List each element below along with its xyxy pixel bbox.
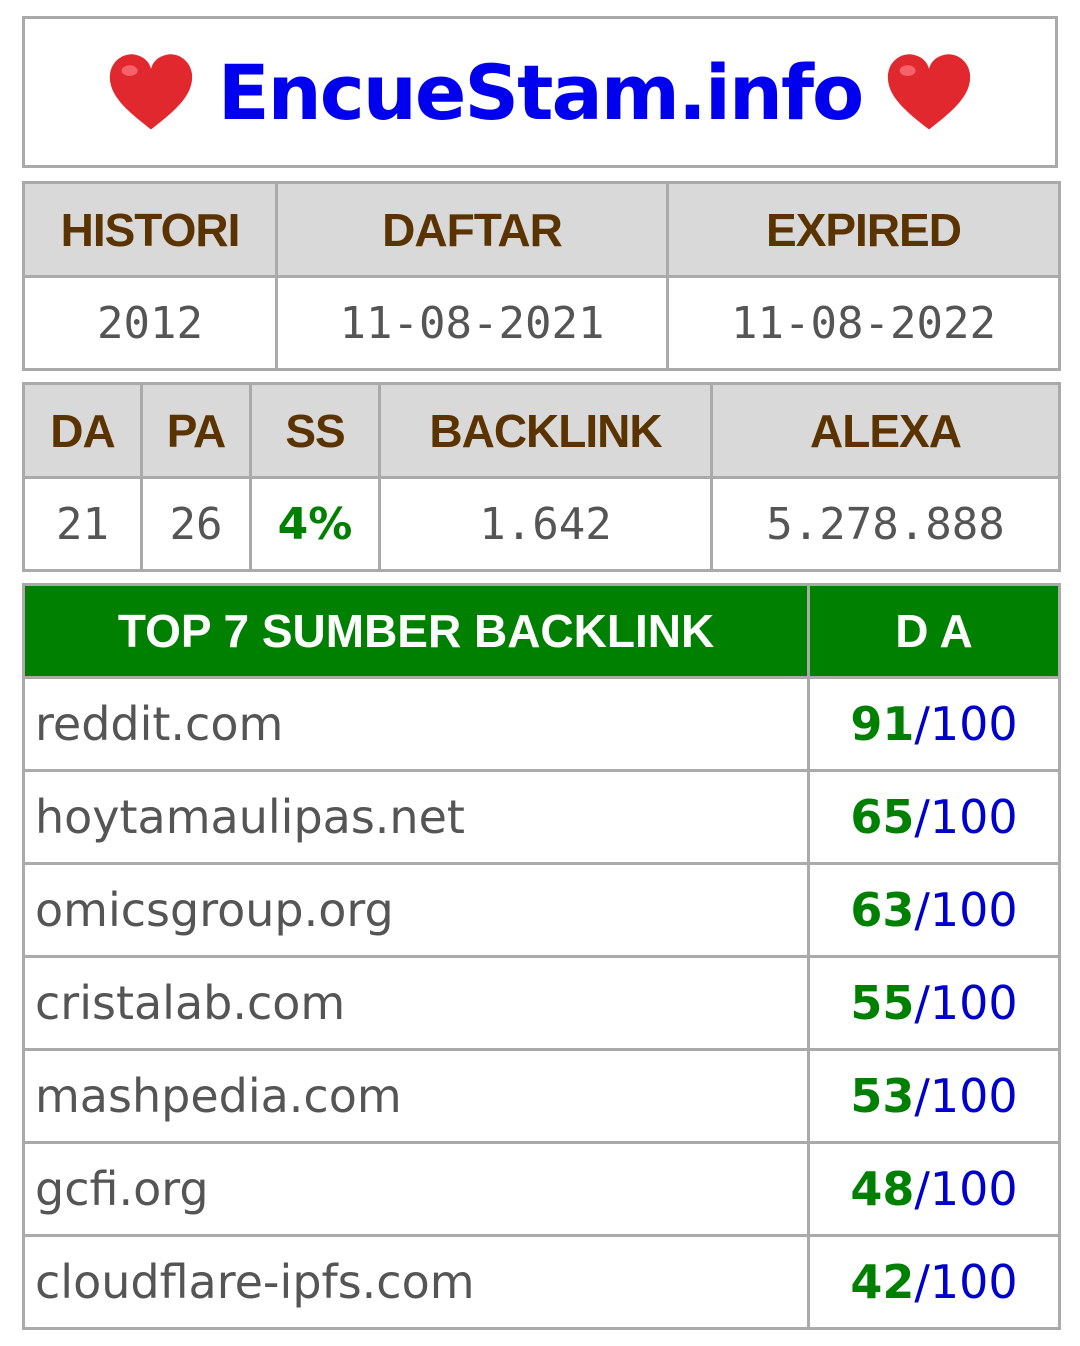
backlink-da: 65/100	[807, 769, 1061, 865]
domain-info-table: HISTORI DAFTAR EXPIRED 2012 11-08-2021 1…	[22, 181, 1061, 371]
da-max: 100	[929, 1069, 1018, 1123]
da-separator: /	[914, 1069, 930, 1123]
daftar-header: DAFTAR	[275, 181, 669, 278]
backlink-da: 53/100	[807, 1048, 1061, 1144]
domain-info-value-row: 2012 11-08-2021 11-08-2022	[22, 275, 1061, 371]
da-separator: /	[914, 883, 930, 937]
table-row: gcfi.org 48/100	[22, 1141, 1061, 1237]
backlink-da: 48/100	[807, 1141, 1061, 1237]
backlink-da: 55/100	[807, 955, 1061, 1051]
da-score: 55	[850, 976, 915, 1030]
histori-value: 2012	[22, 275, 278, 371]
backlink-da: 63/100	[807, 862, 1061, 958]
histori-header: HISTORI	[22, 181, 278, 278]
metrics-table: DA PA SS BACKLINK ALEXA 21 26 4% 1.642 5…	[22, 382, 1061, 572]
table-row: hoytamaulipas.net 65/100	[22, 769, 1061, 865]
da-max: 100	[929, 976, 1018, 1030]
heart-icon	[888, 54, 971, 130]
ss-header: SS	[249, 382, 381, 479]
alexa-value: 5.278.888	[710, 476, 1061, 572]
backlink-domain[interactable]: gcfi.org	[22, 1141, 810, 1237]
da-header: DA	[22, 382, 143, 479]
site-title[interactable]: EncueStam.info	[217, 47, 865, 137]
backlink-sources-table: TOP 7 SUMBER BACKLINK D A reddit.com 91/…	[22, 583, 1061, 1330]
da-score: 53	[850, 1069, 915, 1123]
pa-value: 26	[140, 476, 252, 572]
backlink-da: 42/100	[807, 1234, 1061, 1330]
expired-header: EXPIRED	[666, 181, 1061, 278]
da-max: 100	[929, 883, 1018, 937]
backlink-header: BACKLINK	[378, 382, 713, 479]
table-row: reddit.com 91/100	[22, 676, 1061, 772]
backlink-domain[interactable]: omicsgroup.org	[22, 862, 810, 958]
domain-info-header-row: HISTORI DAFTAR EXPIRED	[22, 181, 1061, 278]
table-row: cristalab.com 55/100	[22, 955, 1061, 1051]
da-score: 48	[850, 1162, 915, 1216]
ss-value: 4%	[249, 476, 381, 572]
table-row: mashpedia.com 53/100	[22, 1048, 1061, 1144]
table-row: cloudflare-ipfs.com 42/100	[22, 1234, 1061, 1330]
da-max: 100	[929, 697, 1018, 751]
backlink-domain[interactable]: reddit.com	[22, 676, 810, 772]
da-separator: /	[914, 1255, 930, 1309]
da-value: 21	[22, 476, 143, 572]
da-separator: /	[914, 1162, 930, 1216]
source-header: TOP 7 SUMBER BACKLINK	[22, 583, 810, 679]
da-score: 65	[850, 790, 915, 844]
backlink-domain[interactable]: mashpedia.com	[22, 1048, 810, 1144]
da-score: 63	[850, 883, 915, 937]
da-max: 100	[929, 1255, 1018, 1309]
pa-header: PA	[140, 382, 252, 479]
expired-value: 11-08-2022	[666, 275, 1061, 371]
da-max: 100	[929, 790, 1018, 844]
alexa-header: ALEXA	[710, 382, 1061, 479]
heart-icon	[109, 54, 192, 130]
daftar-value: 11-08-2021	[275, 275, 669, 371]
backlink-value: 1.642	[378, 476, 713, 572]
da-score: 91	[850, 697, 915, 751]
da-column-header: D A	[807, 583, 1061, 679]
da-max: 100	[929, 1162, 1018, 1216]
da-separator: /	[914, 976, 930, 1030]
backlink-header-row: TOP 7 SUMBER BACKLINK D A	[22, 583, 1061, 679]
backlink-domain[interactable]: cloudflare-ipfs.com	[22, 1234, 810, 1330]
table-row: omicsgroup.org 63/100	[22, 862, 1061, 958]
da-separator: /	[914, 790, 930, 844]
backlink-domain[interactable]: hoytamaulipas.net	[22, 769, 810, 865]
site-title-banner: EncueStam.info	[22, 16, 1058, 168]
metrics-header-row: DA PA SS BACKLINK ALEXA	[22, 382, 1061, 479]
backlink-domain[interactable]: cristalab.com	[22, 955, 810, 1051]
backlink-da: 91/100	[807, 676, 1061, 772]
da-score: 42	[850, 1255, 915, 1309]
da-separator: /	[914, 697, 930, 751]
metrics-value-row: 21 26 4% 1.642 5.278.888	[22, 476, 1061, 572]
